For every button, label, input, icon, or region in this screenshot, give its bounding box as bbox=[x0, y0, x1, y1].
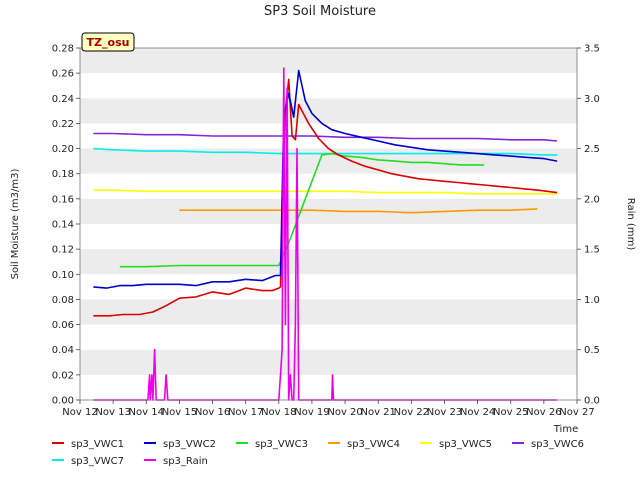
y2-tick-label: 0.5 bbox=[584, 345, 600, 356]
y-tick-label: 0.06 bbox=[52, 320, 74, 331]
y2-axis-label: Rain (mm) bbox=[625, 198, 636, 251]
y-tick-label: 0.22 bbox=[52, 119, 74, 130]
x-tick-label: Nov 23 bbox=[427, 407, 462, 418]
x-tick-label: Nov 15 bbox=[162, 407, 197, 418]
grid-band bbox=[80, 48, 577, 74]
x-tick-label: Nov 13 bbox=[95, 407, 130, 418]
legend: sp3_VWC1 sp3_VWC2 sp3_VWC3 sp3_VWC4 sp3_VWC5… bbox=[52, 439, 584, 467]
x-tick-label: Nov 21 bbox=[360, 407, 395, 418]
legend-label: sp3_VWC2 bbox=[163, 439, 216, 450]
x-tick-label: Nov 24 bbox=[460, 407, 495, 418]
legend-label: sp3_VWC6 bbox=[531, 439, 584, 450]
x-tick-label: Nov 22 bbox=[394, 407, 429, 418]
y2-tick-label: 2.0 bbox=[584, 194, 600, 205]
x-tick-label: Nov 17 bbox=[228, 407, 263, 418]
y-axis-label: Soil Moisture (m3/m3) bbox=[10, 169, 21, 280]
y-tick-label: 0.00 bbox=[52, 396, 74, 407]
series-line-sp3_vwc2 bbox=[93, 69, 558, 289]
y2-tick-label: 2.5 bbox=[584, 144, 600, 155]
badge-box bbox=[81, 32, 135, 52]
y-tick-label: 0.14 bbox=[52, 220, 74, 231]
legend-label: sp3_Rain bbox=[163, 456, 208, 467]
grid-band bbox=[80, 98, 577, 124]
series-line-sp3_vwc4 bbox=[179, 208, 538, 214]
y-tick-label: 0.16 bbox=[52, 194, 74, 205]
legend-label: sp3_VWC4 bbox=[347, 439, 400, 450]
y-tick-label: 0.04 bbox=[52, 345, 74, 356]
grid-band bbox=[80, 249, 577, 275]
x-tick-label: Nov 14 bbox=[129, 407, 164, 418]
y-tick-label: 0.10 bbox=[52, 270, 74, 281]
y-tick-label: 0.02 bbox=[52, 370, 74, 381]
y-tick-label: 0.20 bbox=[52, 144, 74, 155]
y2-tick-label: 3.5 bbox=[584, 44, 600, 55]
grid-band bbox=[80, 299, 577, 325]
y-tick-label: 0.28 bbox=[52, 44, 74, 55]
legend-label: sp3_VWC1 bbox=[71, 439, 124, 450]
grid-band bbox=[80, 148, 577, 174]
x-tick-label: Nov 27 bbox=[559, 407, 594, 418]
x-tick-label: Nov 12 bbox=[62, 407, 97, 418]
x-tick-label: Nov 25 bbox=[493, 407, 528, 418]
badge-label: TZ_osu bbox=[87, 36, 130, 49]
y-tick-label: 0.18 bbox=[52, 169, 74, 180]
y2-tick-label: 1.0 bbox=[584, 295, 600, 306]
legend-label: sp3_VWC5 bbox=[439, 439, 492, 450]
badge: TZ_osu bbox=[81, 32, 135, 52]
y2-axis: 0.0 0.5 1.0 1.5 2.0 2.5 3.0 3.5 bbox=[577, 44, 600, 407]
x-tick-label: Nov 16 bbox=[195, 407, 230, 418]
y-axis: 0.00 0.02 0.04 0.06 0.08 0.10 0.12 0.14 0.16 0.18… bbox=[52, 44, 80, 407]
legend-label: sp3_VWC7 bbox=[71, 456, 124, 467]
series-line-sp3_vwc1 bbox=[93, 78, 558, 317]
y-tick-label: 0.26 bbox=[52, 69, 74, 80]
series-line-sp3_vwc5 bbox=[93, 189, 558, 195]
y-tick-label: 0.08 bbox=[52, 295, 74, 306]
x-tick-label: Nov 20 bbox=[327, 407, 362, 418]
grid-band bbox=[80, 349, 577, 375]
series-line-sp3_vwc6 bbox=[93, 132, 558, 142]
y-tick-label: 0.24 bbox=[52, 94, 74, 105]
legend-label: sp3_VWC3 bbox=[255, 439, 308, 450]
x-tick-label: Nov 19 bbox=[294, 407, 329, 418]
x-tick-label: Nov 26 bbox=[526, 407, 561, 418]
x-tick-label: Nov 18 bbox=[261, 407, 296, 418]
y-tick-label: 0.12 bbox=[52, 245, 74, 256]
chart-title: SP3 Soil Moisture bbox=[264, 4, 376, 19]
y2-tick-label: 1.5 bbox=[584, 245, 600, 256]
series-line-sp3_vwc3 bbox=[119, 152, 485, 268]
grid-bands bbox=[80, 48, 577, 375]
x-axis-label: Time bbox=[553, 424, 578, 435]
y2-tick-label: 0.0 bbox=[584, 396, 600, 407]
y2-tick-label: 3.0 bbox=[584, 94, 600, 105]
